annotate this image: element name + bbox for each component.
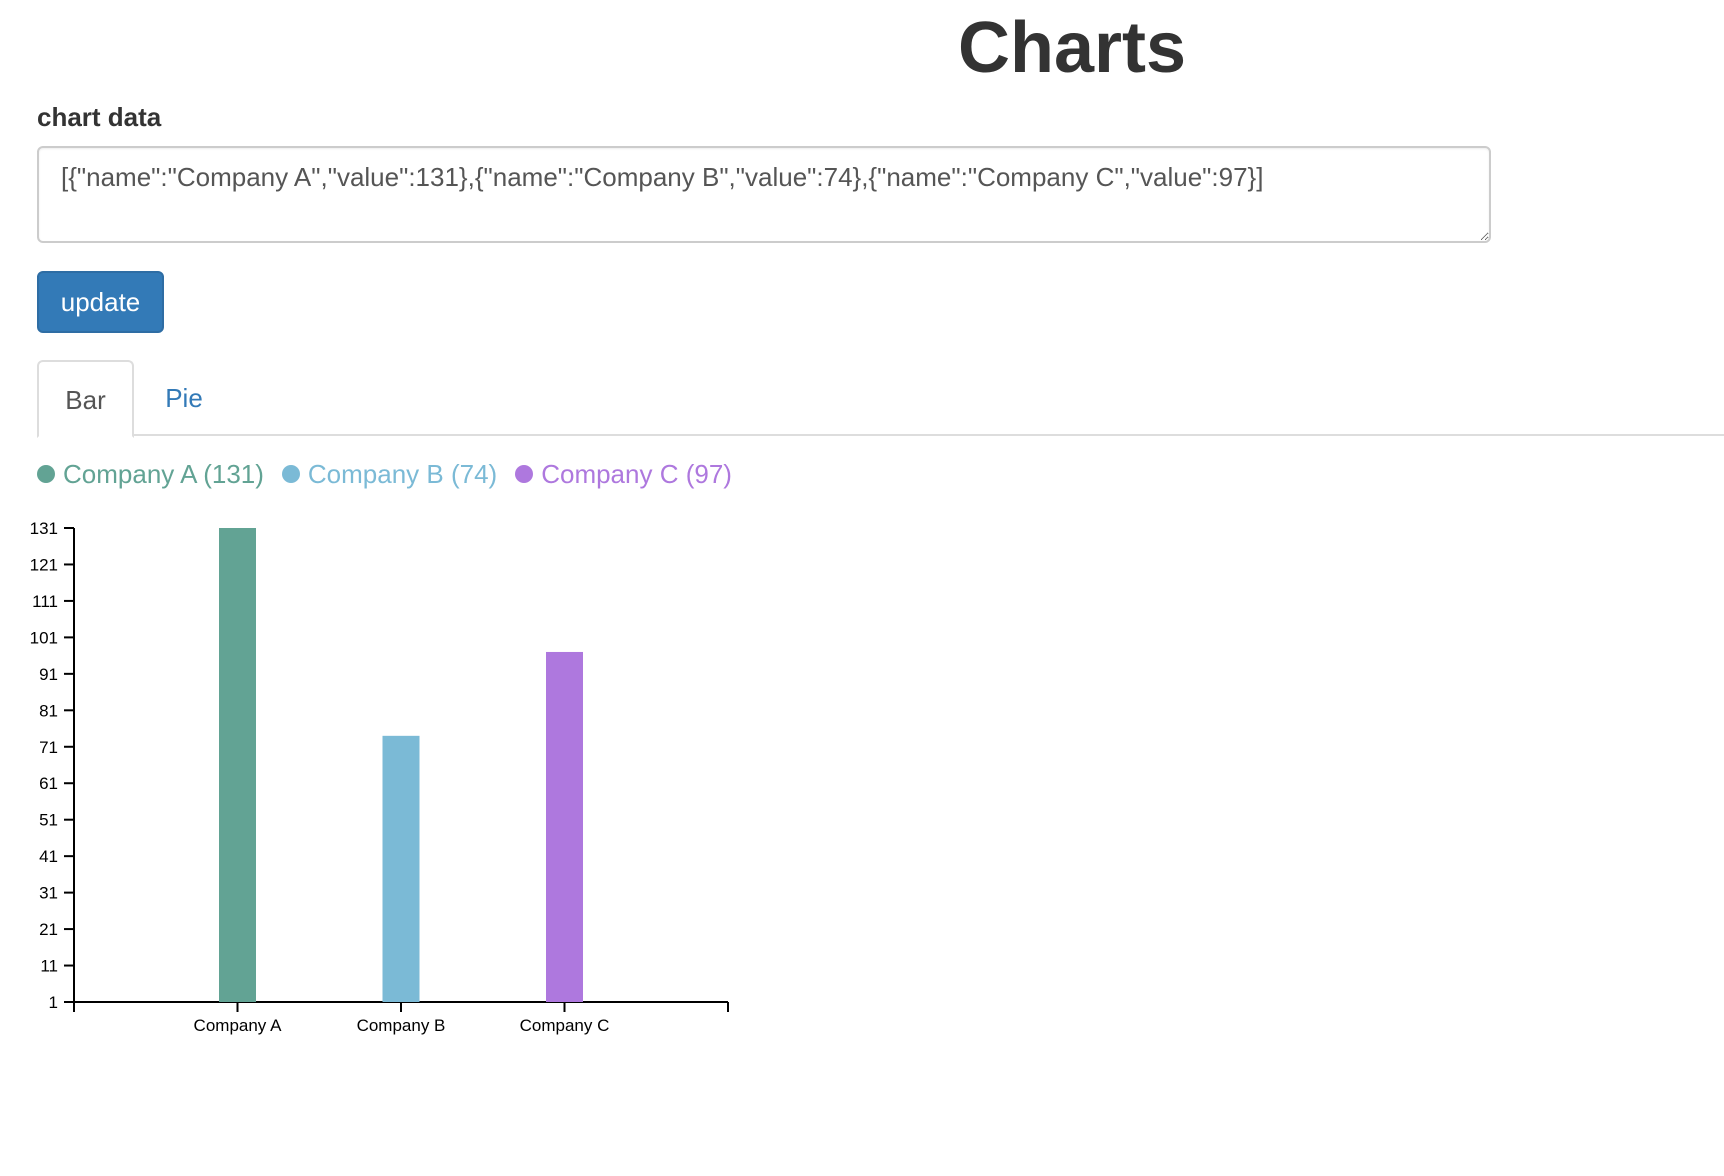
chart-data-label: chart data xyxy=(37,102,162,132)
bar xyxy=(546,651,583,1002)
bar xyxy=(382,735,420,1002)
x-tick-label: Company A xyxy=(194,1016,283,1035)
legend-label: Company B (74) xyxy=(307,458,498,489)
legend-label: Company A (131) xyxy=(63,458,264,489)
y-tick-label: 61 xyxy=(39,774,58,793)
y-tick-label: 51 xyxy=(39,811,58,830)
update-button[interactable]: update xyxy=(37,271,164,333)
y-tick-label: 91 xyxy=(39,665,58,684)
x-tick-label: Company B xyxy=(357,1016,446,1035)
y-tick-label: 1 xyxy=(49,993,58,1012)
y-tick-label: 31 xyxy=(39,884,58,903)
y-tick-label: 41 xyxy=(39,847,58,866)
chart-tabs: Bar Pie xyxy=(37,360,1724,438)
y-tick-label: 81 xyxy=(39,701,58,720)
page-title: Charts xyxy=(957,8,1187,88)
x-tick-label: Company C xyxy=(520,1016,610,1035)
y-tick-label: 21 xyxy=(39,920,58,939)
legend-item-company-b: Company B (74) xyxy=(281,458,498,490)
y-tick-label: 71 xyxy=(39,738,58,757)
y-tick-label: 131 xyxy=(30,519,58,538)
legend-dot-icon xyxy=(37,465,55,483)
title-wrap: Charts xyxy=(0,0,1724,100)
bar xyxy=(219,528,256,1002)
tab-bar[interactable]: Bar xyxy=(37,360,134,438)
legend-dot-icon xyxy=(515,465,534,483)
chart-data-textarea[interactable] xyxy=(37,146,1491,243)
legend-item-company-c: Company C (97) xyxy=(515,459,732,490)
chart-legend: Company A (131) Company B (74) Company C… xyxy=(37,456,750,492)
legend-item-company-a: Company A (131) xyxy=(37,459,264,490)
legend-dot-icon xyxy=(281,465,300,483)
tab-pie[interactable]: Pie xyxy=(165,383,203,413)
y-tick-label: 121 xyxy=(30,555,58,574)
y-tick-label: 11 xyxy=(40,957,58,976)
y-tick-label: 111 xyxy=(32,592,58,611)
legend-label: Company C (97) xyxy=(541,458,732,489)
y-tick-label: 101 xyxy=(30,628,58,647)
